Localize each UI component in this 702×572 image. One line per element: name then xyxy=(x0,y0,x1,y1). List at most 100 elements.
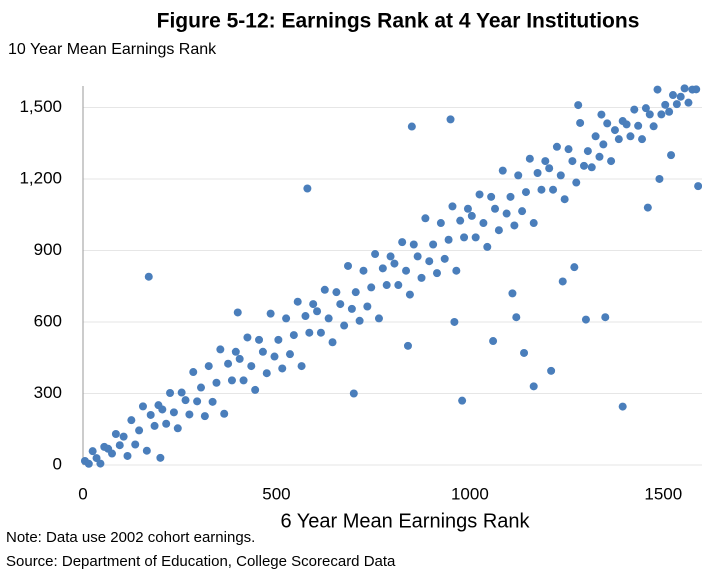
point xyxy=(398,238,407,247)
point xyxy=(537,185,546,194)
point xyxy=(162,419,171,428)
point xyxy=(196,383,205,392)
point xyxy=(239,376,248,385)
point xyxy=(309,300,318,309)
point xyxy=(289,331,298,340)
point xyxy=(622,120,631,129)
point xyxy=(359,266,368,275)
point xyxy=(475,190,484,199)
point xyxy=(529,382,538,391)
point xyxy=(463,204,472,213)
point xyxy=(115,441,124,450)
point xyxy=(305,328,314,337)
point xyxy=(547,366,556,375)
point xyxy=(216,345,225,354)
point xyxy=(403,341,412,350)
point xyxy=(231,347,240,356)
point xyxy=(471,233,480,242)
y-tick-label: 1,500 xyxy=(19,97,62,116)
point xyxy=(558,277,567,286)
points xyxy=(80,84,702,468)
point xyxy=(135,426,144,435)
source: Source: Department of Education, College… xyxy=(6,553,396,570)
point xyxy=(144,272,153,281)
point xyxy=(301,312,310,321)
point xyxy=(208,397,217,406)
point xyxy=(506,192,515,201)
point xyxy=(599,140,608,149)
point xyxy=(672,100,681,109)
point xyxy=(610,126,619,135)
point xyxy=(667,151,676,160)
point xyxy=(653,85,662,94)
point xyxy=(597,110,606,119)
point xyxy=(402,266,411,275)
point xyxy=(450,317,459,326)
point xyxy=(235,354,244,363)
point xyxy=(676,92,685,101)
point xyxy=(574,101,583,110)
point xyxy=(641,104,650,113)
point xyxy=(344,261,353,270)
point xyxy=(657,110,666,119)
point xyxy=(440,254,449,263)
point xyxy=(541,157,550,166)
point xyxy=(694,182,702,191)
point xyxy=(483,242,492,251)
point xyxy=(349,389,358,398)
point xyxy=(510,221,519,230)
point xyxy=(460,233,469,242)
point xyxy=(595,152,604,161)
point xyxy=(96,459,105,468)
point xyxy=(177,388,186,397)
point xyxy=(436,219,445,228)
point xyxy=(533,169,542,178)
point xyxy=(409,240,418,249)
point xyxy=(316,328,325,337)
point xyxy=(564,145,573,154)
point xyxy=(119,432,128,441)
point xyxy=(452,266,461,275)
point xyxy=(568,157,577,166)
point xyxy=(645,110,654,119)
point xyxy=(407,122,416,131)
point xyxy=(425,257,434,266)
x-tick-label: 0 xyxy=(78,484,87,503)
point xyxy=(166,389,175,398)
point xyxy=(303,184,312,193)
point xyxy=(405,290,414,299)
point xyxy=(328,338,337,347)
point xyxy=(262,369,271,378)
point xyxy=(525,154,534,163)
point xyxy=(200,412,209,421)
point xyxy=(429,240,438,249)
point xyxy=(521,188,530,197)
point xyxy=(668,91,677,100)
point xyxy=(417,273,426,282)
point xyxy=(123,451,132,460)
point xyxy=(444,235,453,244)
point xyxy=(390,259,399,268)
point xyxy=(446,115,455,124)
point xyxy=(692,85,701,94)
point xyxy=(665,107,674,116)
y-tick-label: 900 xyxy=(34,240,62,259)
point xyxy=(84,459,93,468)
point xyxy=(274,335,283,344)
point xyxy=(367,283,376,292)
point xyxy=(278,364,287,373)
point xyxy=(282,314,291,323)
point xyxy=(394,281,403,290)
point xyxy=(458,396,467,405)
point xyxy=(270,352,279,361)
point xyxy=(131,440,140,449)
point xyxy=(479,219,488,228)
point xyxy=(351,288,360,297)
point xyxy=(572,178,581,187)
x-tick-label: 500 xyxy=(262,484,290,503)
point xyxy=(655,174,664,183)
point xyxy=(258,347,267,356)
point xyxy=(630,105,639,114)
point xyxy=(489,337,498,346)
